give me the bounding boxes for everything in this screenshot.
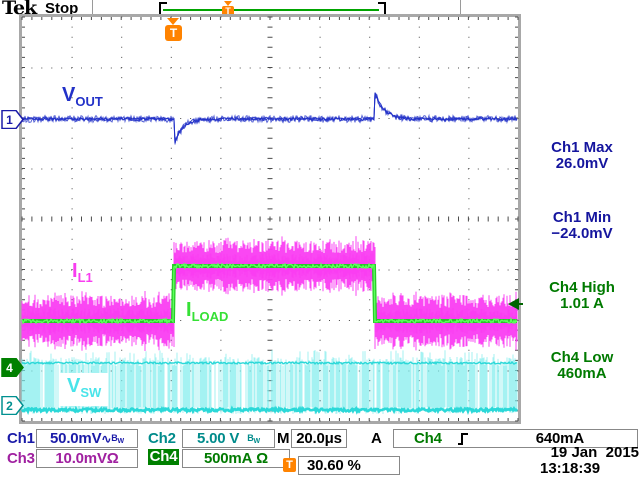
- trigger-source-label: Ch4: [414, 430, 442, 447]
- ch1-ground-marker: 1: [1, 110, 24, 129]
- ch2-ground-marker: 2: [1, 396, 24, 415]
- measurement-ch1-max: Ch1 Max 26.0mV: [523, 140, 641, 172]
- trigger-level-arrow-tail: [519, 303, 523, 305]
- measurement-value: 460mA: [557, 365, 607, 382]
- graticule-dots: [21, 16, 519, 422]
- time-display: 13:18:39: [540, 460, 601, 477]
- timebase-readout: 20.0μs: [291, 429, 347, 448]
- trigger-a-label: A: [371, 430, 382, 447]
- iload-trace-highlight: [21, 262, 518, 326]
- ohm-icon: Ω: [106, 450, 119, 467]
- measurement-label: Ch4 Low: [550, 349, 614, 366]
- ch2-scale-readout: 5.00 V BW: [182, 429, 275, 448]
- bandwidth-limit-icon: BW: [247, 432, 260, 445]
- ch3-scale-readout: 10.0mV Ω: [36, 449, 138, 468]
- ch1-label: Ch1: [7, 430, 35, 447]
- vsw-bottom-edge: [20, 405, 519, 416]
- vout-trace: [21, 92, 518, 143]
- svg-text:2: 2: [6, 399, 13, 413]
- vsw-trace-label: VSW: [60, 373, 109, 406]
- ch4-scale-readout: 500mA Ω: [182, 449, 290, 468]
- main-timebase-label: M: [277, 430, 290, 447]
- measurement-ch4-high: Ch4 High 1.01 A: [523, 280, 641, 312]
- ac-coupling-icon: ∿: [101, 431, 112, 446]
- date-display: 19 Jan 2015: [550, 444, 639, 461]
- measurement-value: 26.0mV: [555, 155, 609, 172]
- acquisition-state-label: Stop: [45, 0, 79, 17]
- measurement-value: −24.0mV: [551, 225, 613, 242]
- record-trigger-t-icon: T: [222, 6, 234, 17]
- ch3-scale-value: 10.0mV: [55, 450, 107, 467]
- measurement-ch4-low: Ch4 Low 460mA: [523, 350, 641, 382]
- record-view-line: [163, 9, 379, 11]
- topbar-divider: [92, 0, 93, 14]
- iload-trace-label: ILOAD: [183, 299, 232, 328]
- vout-trace: [21, 92, 518, 144]
- measurement-label: Ch4 High: [549, 279, 615, 296]
- svg-text:1: 1: [6, 113, 13, 127]
- trigger-level-value: 640mA: [535, 430, 584, 447]
- ch4-ground-marker: 4: [1, 358, 24, 377]
- bandwidth-limit-icon: BW: [111, 432, 124, 445]
- ch2-scale-value: 5.00 V: [197, 430, 240, 447]
- trigger-position-arrow-icon: [167, 18, 179, 25]
- ch4-scale-value: 500mA: [204, 450, 253, 467]
- trigger-readout: Ch4 640mA: [393, 429, 638, 448]
- waveform-display: [20, 16, 519, 422]
- measurement-value: 1.01 A: [560, 295, 604, 312]
- measurement-label: Ch1 Max: [551, 139, 613, 156]
- il1-trace-label: IL1: [72, 260, 93, 285]
- rising-edge-icon: [457, 432, 468, 445]
- ch2-label: Ch2: [148, 430, 176, 447]
- ch3-label: Ch3: [7, 450, 35, 467]
- measurement-ch1-min: Ch1 Min −24.0mV: [523, 210, 641, 242]
- vout-trace-label: VOUT: [62, 84, 103, 109]
- ch1-scale-readout: 50.0mV ∿ BW: [36, 429, 138, 448]
- topbar-divider: [460, 0, 461, 14]
- ch1-scale-value: 50.0mV: [50, 430, 102, 447]
- vsw-top-edge: [21, 360, 518, 366]
- measurement-label: Ch1 Min: [552, 209, 612, 226]
- svg-text:4: 4: [6, 361, 13, 375]
- trigger-level-arrow-icon: [508, 298, 519, 310]
- ohm-icon: Ω: [252, 450, 268, 467]
- trigger-position-t-icon: T: [283, 458, 296, 472]
- graticule: [19, 14, 521, 424]
- trigger-position-readout: 30.60 %: [298, 456, 400, 475]
- ch4-label-badge: Ch4: [148, 448, 179, 465]
- record-trigger-arrow-icon: [224, 1, 232, 6]
- trigger-position-t-icon: T: [165, 25, 182, 41]
